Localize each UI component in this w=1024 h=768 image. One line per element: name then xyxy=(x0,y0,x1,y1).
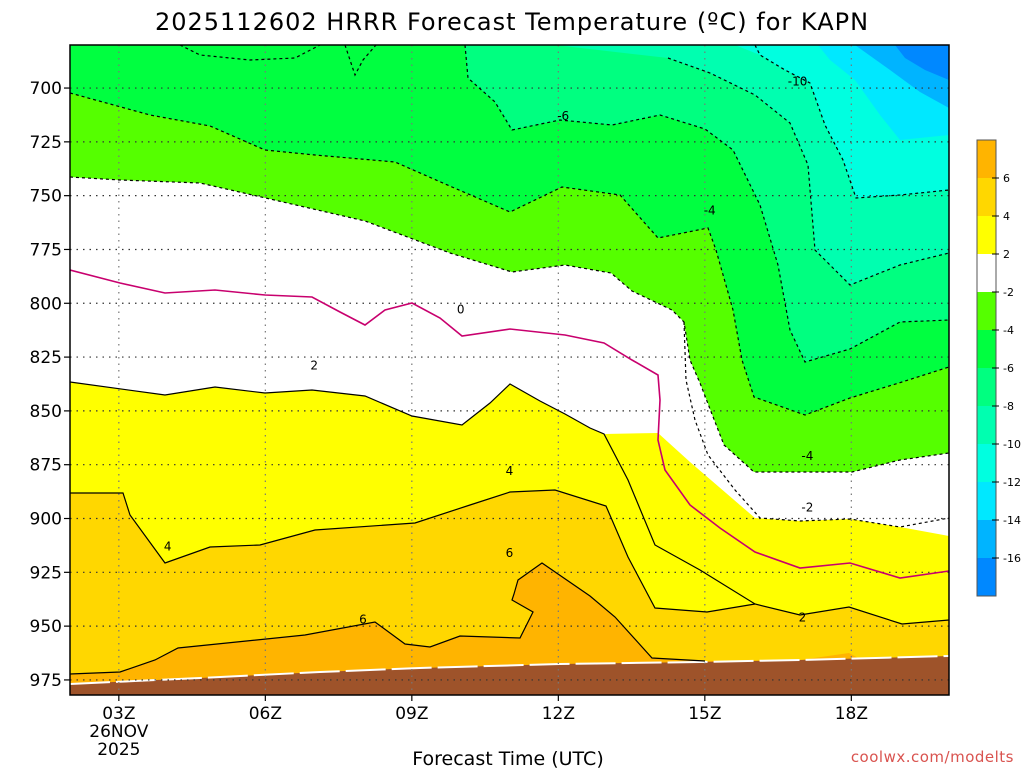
y-axis-ticks: 700 725 750 775 800 825 850 875 900 925 950 975 xyxy=(30,79,70,691)
contour-label: 0 xyxy=(457,303,465,317)
colorbar-label: 2 xyxy=(1003,248,1010,261)
fill-neg18-neg16 xyxy=(895,45,949,80)
contour-label: 4 xyxy=(164,539,172,553)
colorbar-segment xyxy=(977,216,996,254)
colorbar-segment xyxy=(977,444,996,482)
y-tick-label: 775 xyxy=(30,240,62,260)
colorbar-segment xyxy=(977,178,996,216)
contour-neg6c xyxy=(179,45,321,61)
y-tick-label: 925 xyxy=(30,563,62,583)
contour-label: -4 xyxy=(801,449,813,463)
colorbar-segment xyxy=(977,406,996,444)
contour-neg2-low xyxy=(683,321,949,528)
contour-label: -4 xyxy=(704,204,716,218)
contour-2 xyxy=(70,381,949,625)
colorbar-label: -16 xyxy=(1003,552,1021,565)
x-tick-label: 09Z xyxy=(395,704,428,724)
y-tick-label: 950 xyxy=(30,617,62,637)
fill-neg8-neg6 xyxy=(70,45,949,362)
contour-label: -6 xyxy=(557,109,569,123)
x-tick-label: 18Z xyxy=(835,704,868,724)
contour-neg8 xyxy=(667,57,949,286)
y-tick-label: 975 xyxy=(30,671,62,691)
contour-6 xyxy=(70,562,706,675)
colorbar-label: 4 xyxy=(1003,210,1010,223)
colorbar-label: -6 xyxy=(1003,362,1014,375)
colorbar-label: -4 xyxy=(1003,324,1014,337)
contour-labels: -10 -6 -4 0 2 4 4 6 6 -4 -2 2 xyxy=(164,75,814,627)
colorbar-segment xyxy=(977,292,996,330)
y-tick-label: 875 xyxy=(30,456,62,476)
colorbar-label: 6 xyxy=(1003,172,1010,185)
contour-0 xyxy=(70,269,949,579)
contour-label: 6 xyxy=(506,546,514,560)
colorbar-segment xyxy=(977,368,996,406)
x-tick-label: 12Z xyxy=(542,704,575,724)
colorbar-label: -12 xyxy=(1003,476,1021,489)
colorbar-label: -2 xyxy=(1003,286,1014,299)
ground-surface xyxy=(70,656,949,695)
grid-lines xyxy=(70,45,949,695)
contour-neg10 xyxy=(754,45,949,199)
plot-frame xyxy=(69,44,950,696)
contour-label: 6 xyxy=(359,613,367,627)
colorbar-label: -10 xyxy=(1003,438,1021,451)
y-tick-label: 750 xyxy=(30,187,62,207)
colorbar-label: -14 xyxy=(1003,514,1021,527)
x-tick-date: 26NOV xyxy=(89,722,148,742)
contour-label: 2 xyxy=(799,611,807,625)
colorbar-segment xyxy=(977,558,996,596)
ground-edge xyxy=(70,655,949,685)
y-tick-label: 900 xyxy=(30,510,62,530)
contour-neg2 xyxy=(70,176,949,473)
y-tick-label: 800 xyxy=(30,294,62,314)
x-tick-label: 06Z xyxy=(249,704,282,724)
x-tick-year: 2025 xyxy=(97,740,140,760)
contour-label: 2 xyxy=(310,359,318,373)
y-tick-label: 700 xyxy=(30,79,62,99)
x-axis-label: Forecast Time (UTC) xyxy=(412,748,603,768)
colorbar: 6 4 2 -2 -4 -6 -8 -10 -12 -14 -16 xyxy=(976,139,1021,597)
y-tick-label: 825 xyxy=(30,348,62,368)
x-tick-label: 15Z xyxy=(688,704,721,724)
contour-label: -2 xyxy=(801,501,813,515)
contour-neg4 xyxy=(70,92,949,416)
contour-4 xyxy=(70,489,756,613)
contour-label: 4 xyxy=(506,464,514,478)
contour-neg6 xyxy=(464,45,949,363)
colorbar-segment xyxy=(977,254,996,292)
colorbar-segment xyxy=(977,520,996,558)
y-tick-label: 850 xyxy=(30,402,62,422)
colorbar-segment xyxy=(977,482,996,520)
y-tick-label: 725 xyxy=(30,133,62,153)
colorbar-segment xyxy=(977,140,996,178)
chart-title: 2025112602 HRRR Forecast Temperature (ºC… xyxy=(155,8,869,36)
colorbar-label: -8 xyxy=(1003,400,1014,413)
x-tick-label: 03Z xyxy=(102,704,135,724)
colorbar-segment xyxy=(977,330,996,368)
contour-label: -10 xyxy=(788,75,808,89)
site-credit[interactable]: coolwx.com/modelts xyxy=(851,748,1014,766)
temperature-fill-regions xyxy=(70,45,949,695)
contour-lines xyxy=(70,45,949,675)
